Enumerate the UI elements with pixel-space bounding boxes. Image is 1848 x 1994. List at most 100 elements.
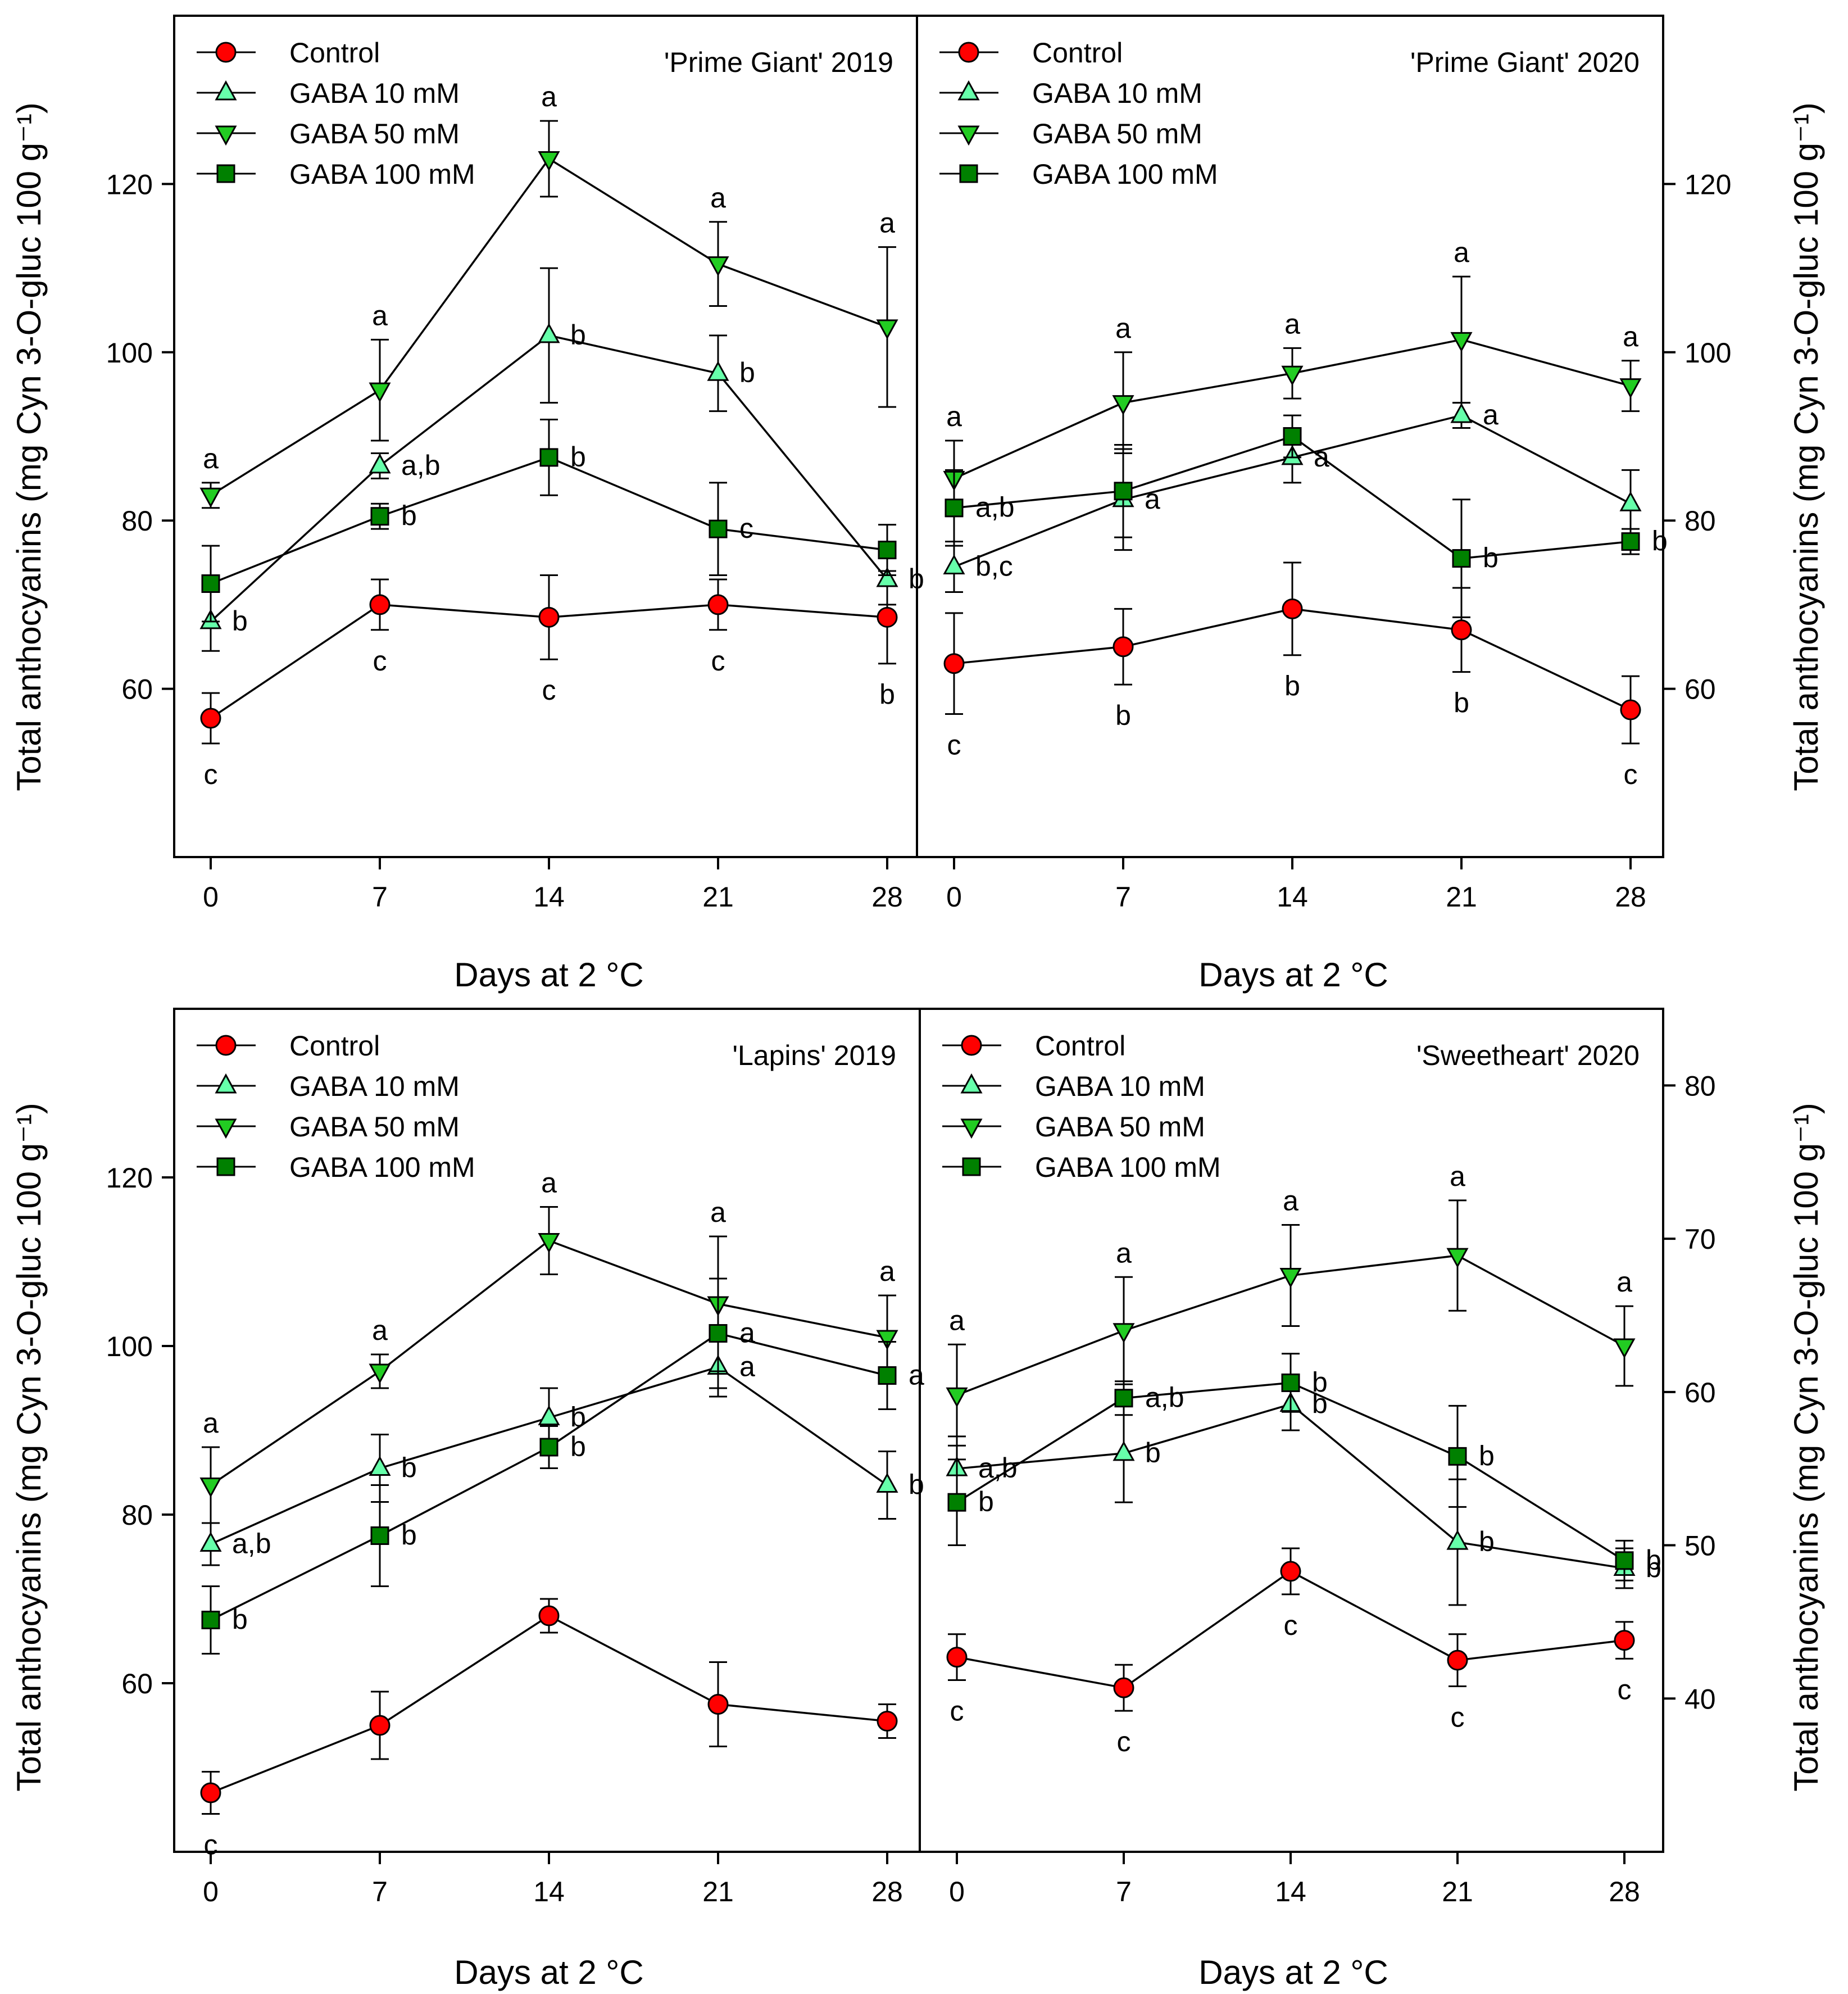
data-point — [707, 594, 729, 615]
x-tick-label: 0 — [203, 1876, 219, 1907]
data-point — [539, 448, 559, 467]
x-tick-label: 21 — [1446, 881, 1477, 913]
data-point — [707, 1694, 729, 1715]
significance-letter: a,b — [232, 1528, 271, 1560]
significance-letter: b — [570, 441, 586, 473]
y-tick-label: 120 — [106, 1162, 153, 1194]
y-tick-label: 100 — [106, 337, 153, 369]
significance-letter: b — [401, 1520, 417, 1551]
legend-label-gaba-10-mm: GABA 10 mM — [1032, 78, 1202, 109]
data-point — [538, 606, 560, 628]
data-point — [1113, 1440, 1135, 1461]
data-point — [199, 487, 222, 508]
y-tick-label: 60 — [1684, 1377, 1716, 1408]
significance-letter: b — [909, 1469, 924, 1501]
x-tick-label: 0 — [946, 881, 962, 913]
data-point — [1113, 636, 1134, 658]
legend-label-gaba-10-mm: GABA 10 mM — [289, 78, 460, 109]
x-tick-label: 28 — [1609, 1876, 1640, 1907]
significance-letter: b — [1284, 670, 1300, 702]
data-point — [539, 1438, 559, 1457]
data-point — [1279, 1268, 1302, 1288]
x-tick-label: 28 — [871, 1876, 903, 1907]
data-point — [1113, 1677, 1134, 1698]
data-point — [946, 1387, 968, 1408]
legend-label-gaba-50-mm: GABA 50 mM — [289, 1111, 460, 1143]
legend-label-gaba-50-mm: GABA 50 mM — [1032, 118, 1202, 149]
significance-letter: a — [1145, 483, 1160, 515]
significance-letter: b — [1483, 542, 1499, 574]
legend-label-control: Control — [289, 37, 380, 69]
x-axis-label-p3: Days at 2 °C — [454, 1954, 643, 1991]
series-gaba-50-mm: a a a a a — [199, 81, 898, 509]
significance-letter: b — [1646, 1544, 1661, 1576]
y-tick-label: 120 — [106, 169, 153, 200]
significance-letter: c — [542, 674, 556, 706]
legend-marker — [215, 42, 237, 63]
x-tick-label: 14 — [1275, 1876, 1306, 1907]
data-point — [199, 1531, 222, 1552]
y-tick-label: 80 — [121, 505, 153, 537]
data-point — [369, 594, 391, 615]
significance-letter: a — [1450, 1161, 1465, 1192]
legend-marker — [958, 42, 979, 63]
data-point — [947, 1493, 966, 1512]
legend-label-gaba-100-mm: GABA 100 mM — [289, 1152, 475, 1183]
data-point — [1448, 1447, 1467, 1466]
significance-letter: a — [739, 1317, 755, 1349]
series-control: c c c c c — [946, 1547, 1635, 1757]
data-point — [369, 1715, 391, 1736]
significance-letter: a,b — [401, 450, 441, 481]
data-point — [878, 1366, 897, 1385]
y-tick-label: 40 — [1684, 1683, 1716, 1715]
data-point — [200, 1782, 221, 1803]
y-axis-label-top-right: Total anthocyanins (mg Cyn 3-O-gluc 100 … — [1787, 102, 1825, 791]
data-point — [1280, 1561, 1301, 1582]
data-point — [1282, 598, 1303, 619]
significance-letter: b — [1652, 525, 1668, 557]
y-tick-label: 80 — [121, 1499, 153, 1531]
x-tick-label: 14 — [533, 1876, 565, 1907]
data-point — [1614, 1630, 1635, 1651]
significance-letter: b — [570, 319, 586, 351]
significance-letter: b — [1115, 700, 1131, 731]
significance-letter: a — [541, 81, 557, 112]
panel-prime-giant-2019: 60 80 100 120 0 7 14 21 28 'Prime Giant' 2019 Cont… — [106, 15, 924, 913]
significance-letter: b — [1479, 1440, 1495, 1471]
data-point — [876, 1330, 898, 1351]
series-line — [210, 1614, 888, 1794]
significance-letter: b — [739, 357, 755, 388]
x-tick-label: 7 — [372, 881, 388, 913]
significance-letter: c — [950, 1696, 964, 1727]
y-tick-label: 100 — [1684, 337, 1731, 369]
significance-letter: a — [203, 443, 219, 474]
data-point — [369, 1456, 391, 1476]
x-tick-label: 0 — [949, 1876, 965, 1907]
data-point — [538, 1605, 560, 1626]
significance-letter: c — [1117, 1726, 1131, 1757]
panel-prime-giant-2020: 60 80 100 120 0 7 14 21 28 'Prime Giant' 2020 Cont… — [916, 15, 1731, 913]
significance-letter: b,c — [975, 551, 1013, 582]
y-tick-label: 80 — [1684, 1070, 1716, 1102]
data-point — [876, 319, 898, 340]
data-point — [878, 541, 897, 560]
legend-marker — [962, 1157, 981, 1176]
data-point — [538, 151, 560, 171]
data-point — [876, 1472, 898, 1493]
significance-letter: a — [203, 1407, 219, 1439]
x-tick-label: 21 — [1442, 1876, 1473, 1907]
significance-letter: c — [1624, 759, 1638, 790]
x-tick-label: 21 — [702, 1876, 734, 1907]
data-point — [877, 1711, 898, 1732]
y-tick-label: 60 — [121, 1668, 153, 1700]
data-point — [200, 708, 221, 729]
legend-marker — [216, 1157, 235, 1176]
data-point — [1281, 365, 1304, 386]
legend-label-control: Control — [1035, 1030, 1125, 1062]
panel-sweetheart-2020: 40 50 60 70 80 0 7 14 21 28 'Sweetheart' 2020 Contr… — [919, 1008, 1716, 1907]
data-point — [1447, 1649, 1468, 1671]
x-tick-label: 21 — [702, 881, 734, 913]
series-gaba-100-mm: a,b b b — [945, 414, 1668, 618]
x-tick-label: 28 — [871, 881, 903, 913]
